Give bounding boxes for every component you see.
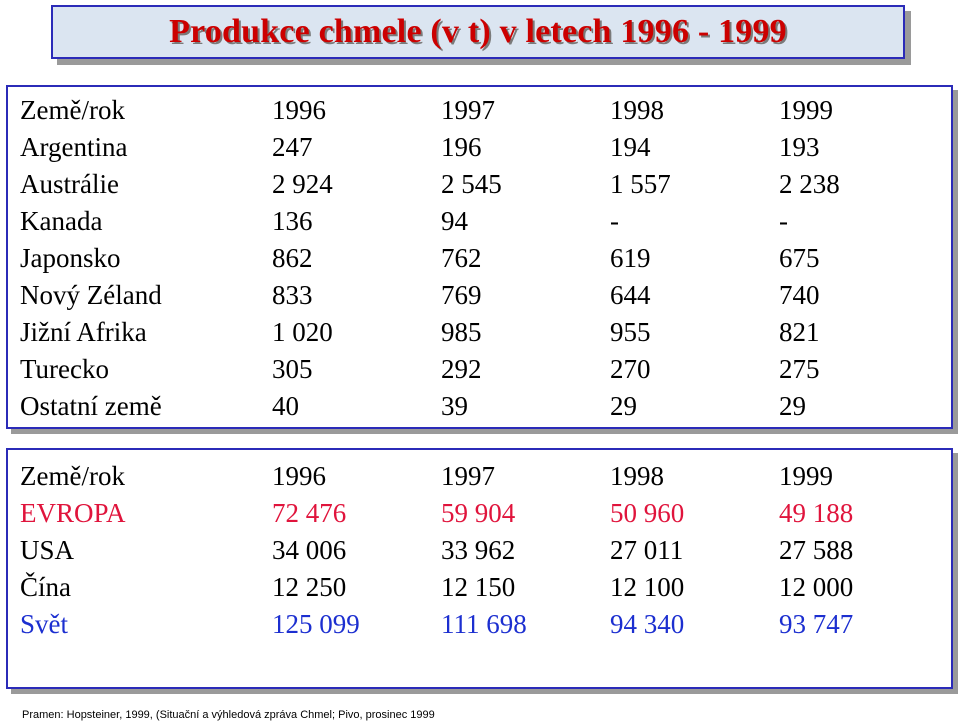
page-title: Produkce chmele (v t) v letech 1996 - 19… <box>169 13 787 50</box>
header-cell: 1997 <box>441 95 495 125</box>
country-cell: Turecko <box>20 354 110 384</box>
value-cell: 59 904 <box>441 498 516 528</box>
header-cell: 1999 <box>779 95 833 125</box>
value-cell: 12 250 <box>272 572 347 602</box>
value-cell: 136 <box>272 206 313 236</box>
value-cell: 2 238 <box>779 169 840 199</box>
value-cell: 644 <box>610 280 651 310</box>
value-cell: 2 545 <box>441 169 502 199</box>
regional-production-table: Země/rok 1996 1997 1998 1999 EVROPA 72 4… <box>6 448 953 689</box>
country-cell: Jižní Afrika <box>20 317 147 347</box>
value-cell: 270 <box>610 354 651 384</box>
header-cell: 1997 <box>441 461 495 491</box>
country-cell: Ostatní země <box>20 391 162 421</box>
country-production-table: Země/rok 1996 1997 1998 1999 Argentina 2… <box>6 85 953 429</box>
region-cell: Čína <box>20 572 71 602</box>
value-cell: 740 <box>779 280 820 310</box>
value-cell: 49 188 <box>779 498 854 528</box>
value-cell: 675 <box>779 243 820 273</box>
value-cell: 12 100 <box>610 572 685 602</box>
value-cell: 125 099 <box>272 609 360 639</box>
value-cell: 193 <box>779 132 820 162</box>
value-cell: 94 <box>441 206 468 236</box>
source-note: Pramen: Hopsteiner, 1999, (Situační a vý… <box>22 709 435 721</box>
value-cell: 762 <box>441 243 482 273</box>
value-cell: 34 006 <box>272 535 347 565</box>
header-cell: 1996 <box>272 461 326 491</box>
value-cell: - <box>779 206 788 236</box>
value-cell: 29 <box>779 391 806 421</box>
value-cell: 305 <box>272 354 313 384</box>
value-cell: 1 557 <box>610 169 671 199</box>
value-cell: 769 <box>441 280 482 310</box>
value-cell: 196 <box>441 132 482 162</box>
header-cell: Země/rok <box>20 461 125 491</box>
header-cell: 1998 <box>610 95 664 125</box>
value-cell: 33 962 <box>441 535 516 565</box>
value-cell: 50 960 <box>610 498 685 528</box>
value-cell: 39 <box>441 391 468 421</box>
country-cell: Austrálie <box>20 169 119 199</box>
value-cell: 27 588 <box>779 535 854 565</box>
value-cell: 94 340 <box>610 609 685 639</box>
value-cell: 247 <box>272 132 313 162</box>
region-cell: USA <box>20 535 75 565</box>
value-cell: 40 <box>272 391 299 421</box>
value-cell: 12 150 <box>441 572 516 602</box>
value-cell: 833 <box>272 280 313 310</box>
header-cell: 1999 <box>779 461 833 491</box>
value-cell: 292 <box>441 354 482 384</box>
value-cell: 12 000 <box>779 572 854 602</box>
country-cell: Kanada <box>20 206 103 236</box>
country-cell: Nový Zéland <box>20 280 162 310</box>
title-banner: Produkce chmele (v t) v letech 1996 - 19… <box>51 5 905 59</box>
region-cell: Svět <box>20 609 69 639</box>
value-cell: 275 <box>779 354 820 384</box>
value-cell: 29 <box>610 391 637 421</box>
header-cell: 1998 <box>610 461 664 491</box>
country-cell: Argentina <box>20 132 128 162</box>
value-cell: 862 <box>272 243 313 273</box>
value-cell: 985 <box>441 317 482 347</box>
value-cell: 821 <box>779 317 820 347</box>
region-cell: EVROPA <box>20 498 126 528</box>
value-cell: 111 698 <box>441 609 527 639</box>
header-cell: Země/rok <box>20 95 125 125</box>
value-cell: 619 <box>610 243 651 273</box>
value-cell: 72 476 <box>272 498 347 528</box>
value-cell: 27 011 <box>610 535 684 565</box>
value-cell: 194 <box>610 132 651 162</box>
value-cell: 93 747 <box>779 609 854 639</box>
value-cell: 1 020 <box>272 317 333 347</box>
header-cell: 1996 <box>272 95 326 125</box>
value-cell: - <box>610 206 619 236</box>
country-cell: Japonsko <box>20 243 121 273</box>
value-cell: 955 <box>610 317 651 347</box>
value-cell: 2 924 <box>272 169 333 199</box>
